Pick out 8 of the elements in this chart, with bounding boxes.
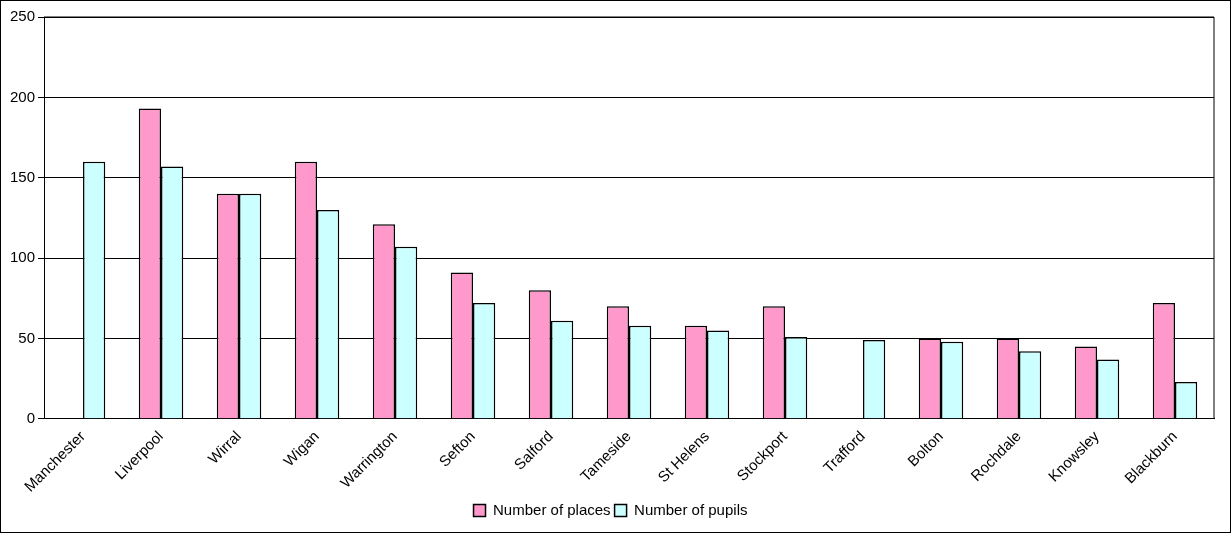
y-tick-label: 50 bbox=[18, 328, 36, 346]
y-tick-label: 0 bbox=[26, 409, 36, 426]
y-tick-label: 200 bbox=[10, 87, 36, 105]
y-tick-label: 250 bbox=[10, 7, 36, 25]
legend-label: Number of pupils bbox=[634, 500, 748, 518]
legend-label: Number of places bbox=[493, 500, 611, 518]
y-tick-label: 150 bbox=[10, 167, 36, 185]
y-tick-label: 100 bbox=[10, 248, 36, 266]
